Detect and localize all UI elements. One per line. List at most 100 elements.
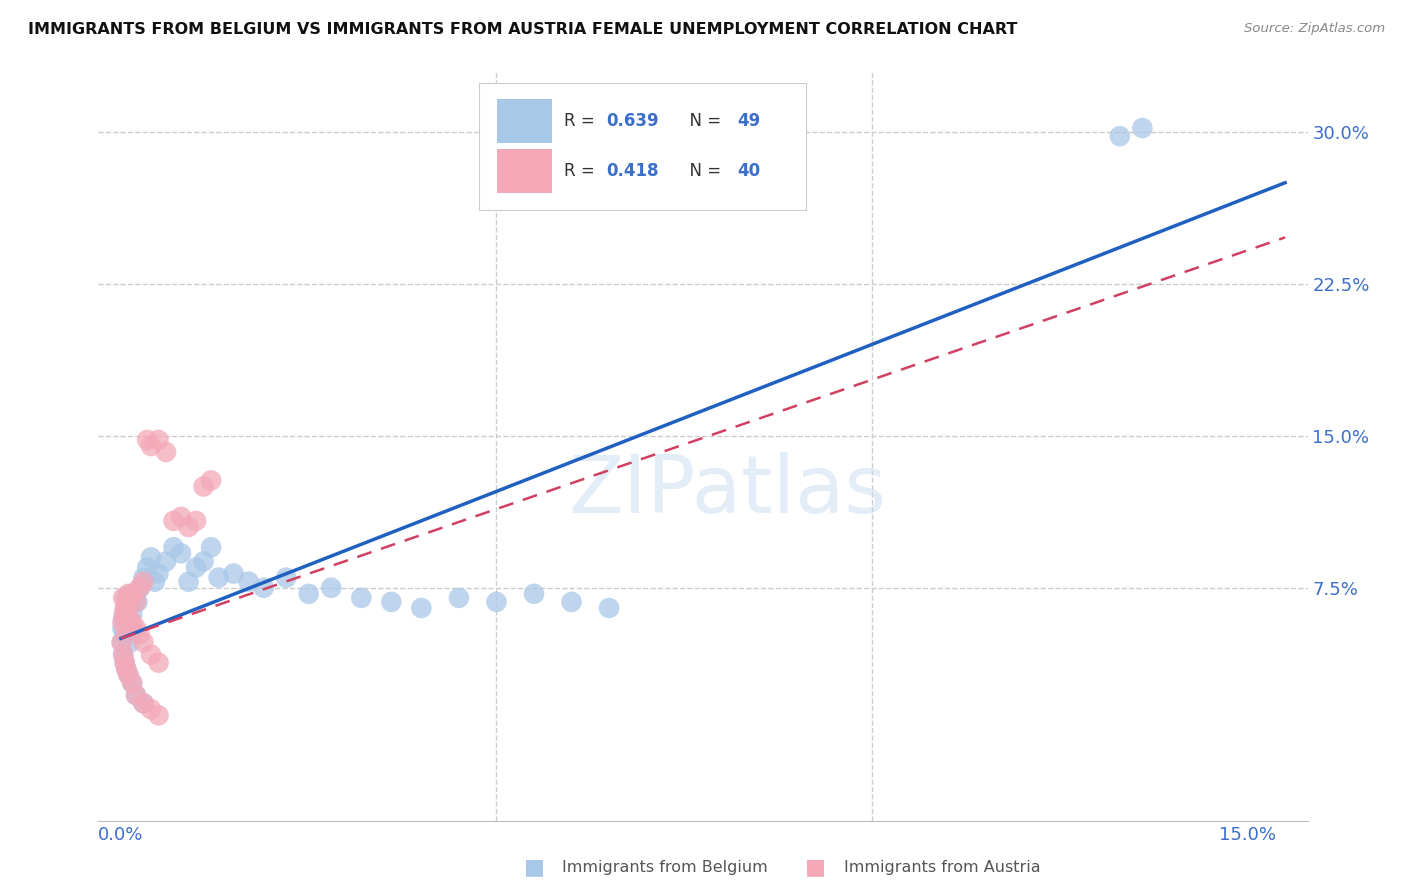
Point — [200, 474, 222, 488]
Point — [184, 514, 207, 528]
Point — [121, 676, 143, 690]
Point — [112, 648, 135, 662]
Point — [148, 708, 170, 723]
Point — [222, 566, 245, 581]
Point — [193, 554, 215, 568]
Point — [598, 601, 620, 615]
Point — [111, 635, 134, 649]
Point — [177, 520, 200, 534]
Point — [115, 601, 138, 615]
Point — [115, 595, 138, 609]
Text: 49: 49 — [737, 112, 761, 130]
Point — [155, 445, 177, 459]
Point — [207, 571, 229, 585]
Point — [523, 587, 546, 601]
Point — [121, 607, 143, 621]
Text: N =: N = — [679, 162, 725, 180]
Point — [117, 668, 139, 682]
Point — [132, 696, 155, 710]
Point — [118, 591, 141, 605]
Point — [411, 601, 433, 615]
Point — [114, 621, 136, 635]
Point — [112, 607, 135, 621]
Point — [114, 601, 136, 615]
FancyBboxPatch shape — [479, 83, 806, 210]
Point — [139, 550, 162, 565]
Point — [124, 591, 146, 605]
Point — [132, 635, 155, 649]
Point — [114, 656, 136, 670]
Point — [170, 546, 193, 560]
Point — [148, 656, 170, 670]
Point — [127, 595, 149, 609]
Text: 40: 40 — [737, 162, 761, 180]
Point — [125, 688, 148, 702]
Point — [111, 621, 134, 635]
Point — [114, 627, 136, 641]
Point — [177, 574, 200, 589]
Point — [121, 615, 143, 630]
Point — [121, 676, 143, 690]
Text: Immigrants from Belgium: Immigrants from Belgium — [562, 860, 768, 874]
Point — [132, 696, 155, 710]
Point — [115, 601, 138, 615]
Text: 0.418: 0.418 — [606, 162, 659, 180]
Point — [170, 509, 193, 524]
Point — [162, 514, 184, 528]
Point — [184, 560, 207, 574]
Point — [128, 581, 150, 595]
Point — [112, 591, 135, 605]
Point — [112, 611, 135, 625]
Point — [117, 611, 139, 625]
Text: R =: R = — [564, 162, 600, 180]
Point — [276, 571, 298, 585]
Point — [200, 541, 222, 555]
Point — [447, 591, 470, 605]
Point — [155, 554, 177, 568]
Point — [132, 574, 155, 589]
Point — [114, 591, 136, 605]
Text: Source: ZipAtlas.com: Source: ZipAtlas.com — [1244, 22, 1385, 36]
Point — [143, 574, 166, 589]
Point — [125, 587, 148, 601]
Point — [136, 560, 159, 574]
Point — [115, 662, 138, 676]
Point — [139, 439, 162, 453]
Point — [117, 668, 139, 682]
Text: Immigrants from Austria: Immigrants from Austria — [844, 860, 1040, 874]
Point — [114, 656, 136, 670]
Point — [121, 587, 143, 601]
Point — [125, 688, 148, 702]
Text: 0.639: 0.639 — [606, 112, 659, 130]
Point — [117, 615, 139, 630]
Point — [132, 571, 155, 585]
Text: R =: R = — [564, 112, 600, 130]
Point — [561, 595, 583, 609]
Point — [1130, 121, 1153, 136]
Point — [128, 581, 150, 595]
Point — [350, 591, 373, 605]
Point — [162, 541, 184, 555]
Point — [117, 587, 139, 601]
Point — [148, 566, 170, 581]
Point — [136, 433, 159, 447]
Point — [298, 587, 321, 601]
Point — [253, 581, 276, 595]
Point — [139, 648, 162, 662]
Text: ■: ■ — [806, 857, 825, 877]
Point — [321, 581, 343, 595]
Text: ■: ■ — [524, 857, 544, 877]
Point — [1108, 129, 1130, 144]
FancyBboxPatch shape — [498, 99, 551, 143]
Point — [112, 648, 135, 662]
Point — [125, 621, 148, 635]
Point — [139, 702, 162, 716]
Point — [128, 627, 150, 641]
Point — [115, 662, 138, 676]
Point — [118, 635, 141, 649]
Text: IMMIGRANTS FROM BELGIUM VS IMMIGRANTS FROM AUSTRIA FEMALE UNEMPLOYMENT CORRELATI: IMMIGRANTS FROM BELGIUM VS IMMIGRANTS FR… — [28, 22, 1018, 37]
Point — [193, 479, 215, 493]
Point — [125, 595, 148, 609]
Text: ZIPatlas: ZIPatlas — [568, 452, 886, 530]
Text: N =: N = — [679, 112, 725, 130]
